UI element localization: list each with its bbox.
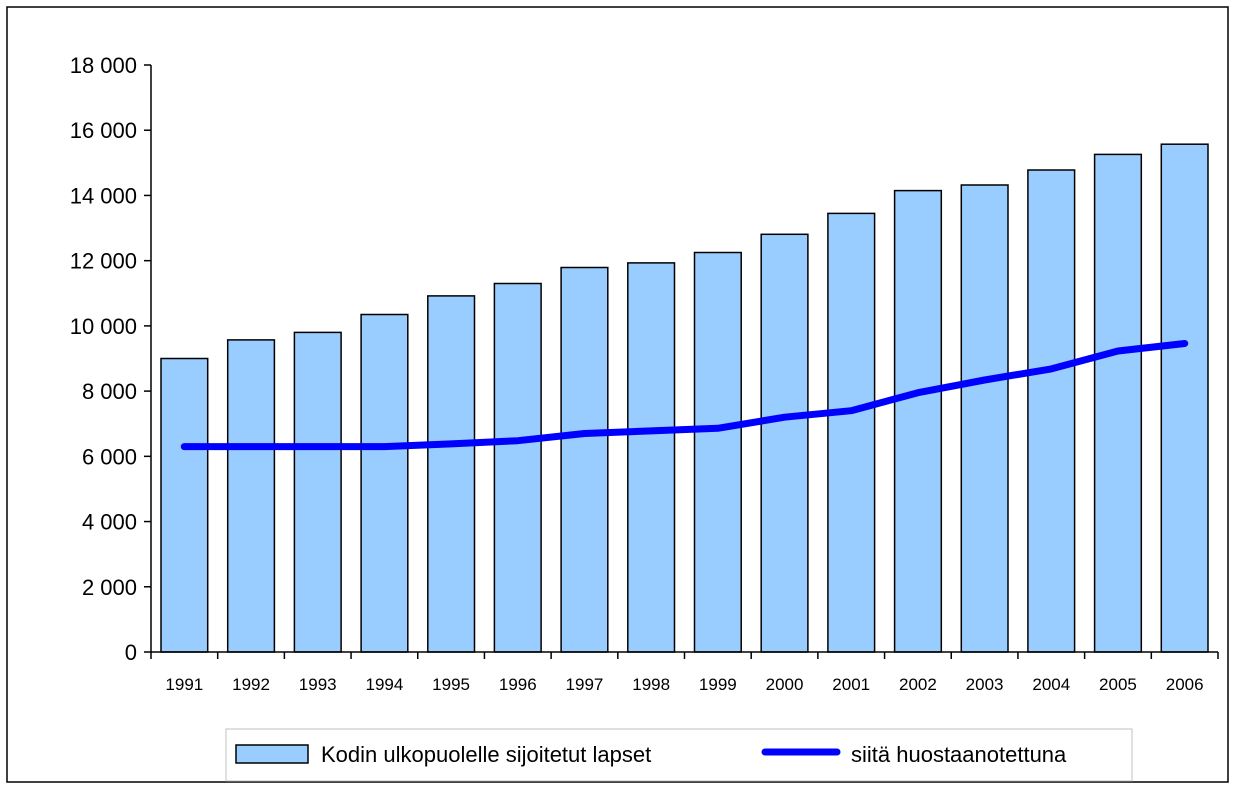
bar-2002 — [893, 189, 943, 653]
x-tick-label: 1993 — [299, 675, 337, 694]
bar-1993 — [293, 331, 342, 653]
bar-1991 — [160, 357, 209, 653]
line-layer — [180, 340, 1189, 451]
bar-1999 — [693, 251, 742, 653]
legend-label-line: siitä huostaanotettuna — [851, 742, 1067, 767]
legend-swatch-bars — [235, 744, 309, 764]
line-series-huostaanotettuna — [180, 340, 1189, 451]
bar-1996 — [493, 282, 542, 653]
y-tick-label: 4 000 — [82, 510, 137, 535]
y-tick-label: 16 000 — [70, 118, 137, 143]
x-tick-label: 2004 — [1032, 675, 1070, 694]
bar-1998 — [627, 262, 676, 653]
bar-1994 — [360, 313, 409, 653]
bar-2003 — [960, 184, 1009, 653]
y-tick-label: 0 — [125, 640, 137, 665]
x-tick-label: 1999 — [699, 675, 737, 694]
bar-1992 — [226, 339, 276, 653]
x-tick-label: 2000 — [766, 675, 804, 694]
x-tick-label: 2006 — [1166, 675, 1204, 694]
x-tick-label: 2001 — [832, 675, 870, 694]
x-tick-label: 1995 — [432, 675, 470, 694]
bar-2000 — [760, 233, 809, 653]
bar-2004 — [1027, 169, 1076, 653]
legend-label-bars: Kodin ulkopuolelle sijoitetut lapset — [321, 742, 651, 767]
y-tick-label: 14 000 — [70, 183, 137, 208]
x-tick-label: 1998 — [632, 675, 670, 694]
bar-2006 — [1160, 143, 1209, 653]
y-tick-label: 2 000 — [82, 575, 137, 600]
x-tick-label: 2003 — [966, 675, 1004, 694]
y-tick-label: 12 000 — [70, 249, 137, 274]
bar-1995 — [427, 295, 476, 653]
bar-2001 — [827, 212, 876, 653]
x-tick-label: 2002 — [899, 675, 937, 694]
bars-layer — [160, 143, 1209, 653]
x-tick-label: 1991 — [165, 675, 203, 694]
legend-box — [225, 728, 1133, 782]
y-tick-label: 6 000 — [82, 444, 137, 469]
y-tick-label: 18 000 — [70, 53, 137, 78]
y-tick-label: 10 000 — [70, 314, 137, 339]
bar-2005 — [1093, 153, 1143, 653]
axes-layer: 0 2 000 4 000 6 000 8 000 10 000 12 000 14 000 1… — [70, 53, 1219, 694]
x-tick-label: 1994 — [365, 675, 403, 694]
legend: Kodin ulkopuolelle sijoitetut lapset sii… — [225, 728, 1133, 782]
x-tick-label: 1997 — [566, 675, 604, 694]
x-tick-label: 1996 — [499, 675, 537, 694]
x-tick-label: 2005 — [1099, 675, 1137, 694]
bar-1997 — [560, 266, 609, 653]
y-tick-label: 8 000 — [82, 379, 137, 404]
x-tick-label: 1992 — [232, 675, 270, 694]
